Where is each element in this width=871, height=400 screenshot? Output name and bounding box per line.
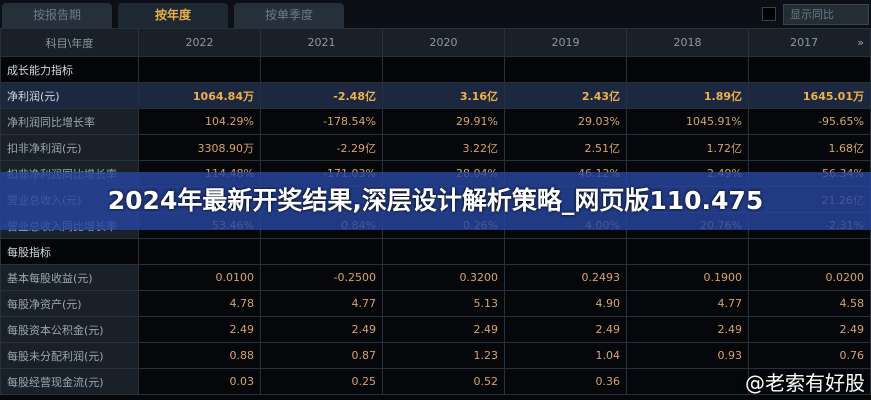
cell-value: 0.93 bbox=[626, 342, 749, 369]
cell-value: 0.0200 bbox=[748, 264, 871, 291]
table-row[interactable]: 每股指标 bbox=[0, 238, 871, 265]
cell-value bbox=[748, 368, 871, 395]
cell-value: 2.49 bbox=[748, 316, 871, 343]
cell-value bbox=[626, 368, 749, 395]
cell-value: -2.48亿 bbox=[260, 82, 383, 109]
year-2018: 2018 bbox=[626, 28, 749, 57]
cell-value: 1045.91% bbox=[626, 108, 749, 135]
cell-value: 2.51亿 bbox=[504, 134, 627, 161]
year-2017-label: 2017 bbox=[790, 36, 819, 49]
cell-value: -178.54% bbox=[260, 108, 383, 135]
cell-value: 2.49 bbox=[260, 316, 383, 343]
year-2021: 2021 bbox=[260, 28, 383, 57]
cell-value bbox=[504, 238, 627, 265]
cell-value: -95.65% bbox=[748, 108, 871, 135]
table-header-row: 科目\年度 2022 2021 2020 2019 2018 2017 » bbox=[0, 28, 871, 57]
cell-value: 1.89亿 bbox=[626, 82, 749, 109]
cell-value: 2.49 bbox=[504, 316, 627, 343]
cell-value: 4.77 bbox=[626, 290, 749, 317]
cell-value bbox=[138, 238, 261, 265]
cell-value bbox=[382, 56, 505, 83]
cell-value: 0.52 bbox=[382, 368, 505, 395]
cell-value: 0.36 bbox=[504, 368, 627, 395]
cell-value: 3308.90万 bbox=[138, 134, 261, 161]
cell-value: 0.1900 bbox=[626, 264, 749, 291]
cell-value: 0.25 bbox=[260, 368, 383, 395]
cell-value: 1.04 bbox=[504, 342, 627, 369]
cell-value bbox=[748, 56, 871, 83]
cell-value: 4.78 bbox=[138, 290, 261, 317]
table-row[interactable]: 每股净资产(元) 4.78 4.77 5.13 4.90 4.77 4.58 bbox=[0, 290, 871, 317]
cell-value bbox=[382, 238, 505, 265]
cell-value: 5.13 bbox=[382, 290, 505, 317]
year-2022: 2022 bbox=[138, 28, 261, 57]
row-label: 每股指标 bbox=[0, 238, 139, 265]
cell-value: 1645.01万 bbox=[748, 82, 871, 109]
cell-value: 4.77 bbox=[260, 290, 383, 317]
cell-value: 0.76 bbox=[748, 342, 871, 369]
row-label: 扣非净利润(元) bbox=[0, 134, 139, 161]
row-label: 每股未分配利润(元) bbox=[0, 342, 139, 369]
cell-value: 2.49 bbox=[138, 316, 261, 343]
table-row[interactable]: 每股经营现金流(元) 0.03 0.25 0.52 0.36 bbox=[0, 368, 871, 395]
header-label: 科目\年度 bbox=[0, 28, 139, 57]
year-2017: 2017 » bbox=[748, 28, 871, 57]
row-label: 净利润(元) bbox=[0, 82, 139, 109]
cell-value: 1.72亿 bbox=[626, 134, 749, 161]
yoy-toggle-label[interactable]: 显示同比 bbox=[783, 4, 869, 25]
cell-value: -0.2500 bbox=[260, 264, 383, 291]
cell-value: 104.29% bbox=[138, 108, 261, 135]
table-row[interactable]: 扣非净利润(元) 3308.90万 -2.29亿 3.22亿 2.51亿 1.72亿 1.6… bbox=[0, 134, 871, 161]
cell-value: 3.22亿 bbox=[382, 134, 505, 161]
row-label: 基本每股收益(元) bbox=[0, 264, 139, 291]
tab-by-year[interactable]: 按年度 bbox=[118, 3, 228, 28]
row-label: 每股净资产(元) bbox=[0, 290, 139, 317]
cell-value: 1.23 bbox=[382, 342, 505, 369]
year-2020: 2020 bbox=[382, 28, 505, 57]
table-row[interactable]: 净利润同比增长率 104.29% -178.54% 29.91% 29.03% 1045.… bbox=[0, 108, 871, 135]
cell-value: -2.29亿 bbox=[260, 134, 383, 161]
cell-value: 0.2493 bbox=[504, 264, 627, 291]
cell-value: 2.49 bbox=[382, 316, 505, 343]
table-row[interactable]: 成长能力指标 bbox=[0, 56, 871, 83]
cell-value bbox=[260, 56, 383, 83]
yoy-checkbox[interactable] bbox=[762, 7, 776, 21]
double-chevron-right-icon[interactable]: » bbox=[857, 36, 864, 49]
table-row[interactable]: 每股未分配利润(元) 0.88 0.87 1.23 1.04 0.93 0.76 bbox=[0, 342, 871, 369]
cell-value bbox=[626, 238, 749, 265]
row-label: 成长能力指标 bbox=[0, 56, 139, 83]
cell-value: 1.68亿 bbox=[748, 134, 871, 161]
row-label: 每股经营现金流(元) bbox=[0, 368, 139, 395]
cell-value: 0.88 bbox=[138, 342, 261, 369]
cell-value: 2.43亿 bbox=[504, 82, 627, 109]
year-2019: 2019 bbox=[504, 28, 627, 57]
tab-by-report-period[interactable]: 按报告期 bbox=[2, 3, 112, 28]
cell-value bbox=[626, 56, 749, 83]
cell-value bbox=[260, 238, 383, 265]
cell-value: 0.03 bbox=[138, 368, 261, 395]
cell-value: 2.49 bbox=[626, 316, 749, 343]
financial-table: 科目\年度 2022 2021 2020 2019 2018 2017 » 成长能… bbox=[0, 28, 871, 395]
cell-value bbox=[748, 238, 871, 265]
watermark: @老索有好股 bbox=[745, 371, 865, 395]
cell-value bbox=[504, 56, 627, 83]
tab-by-quarter[interactable]: 按单季度 bbox=[234, 3, 344, 28]
cell-value: 0.87 bbox=[260, 342, 383, 369]
cell-value bbox=[138, 56, 261, 83]
cell-value: 0.0100 bbox=[138, 264, 261, 291]
cell-value: 29.03% bbox=[504, 108, 627, 135]
table-row[interactable]: 净利润(元) 1064.84万 -2.48亿 3.16亿 2.43亿 1.89亿 1645.… bbox=[0, 82, 871, 109]
cell-value: 29.91% bbox=[382, 108, 505, 135]
row-label: 净利润同比增长率 bbox=[0, 108, 139, 135]
cell-value: 0.3200 bbox=[382, 264, 505, 291]
overlay-banner: 2024年最新开奖结果,深层设计解析策略_网页版110.475 bbox=[0, 172, 871, 230]
cell-value: 4.58 bbox=[748, 290, 871, 317]
row-label: 每股资本公积金(元) bbox=[0, 316, 139, 343]
cell-value: 3.16亿 bbox=[382, 82, 505, 109]
tab-bar: 按报告期 按年度 按单季度 显示同比 bbox=[0, 0, 871, 28]
table-row[interactable]: 基本每股收益(元) 0.0100 -0.2500 0.3200 0.2493 0.1900… bbox=[0, 264, 871, 291]
cell-value: 4.90 bbox=[504, 290, 627, 317]
table-row[interactable]: 每股资本公积金(元) 2.49 2.49 2.49 2.49 2.49 2.49 bbox=[0, 316, 871, 343]
cell-value: 1064.84万 bbox=[138, 82, 261, 109]
